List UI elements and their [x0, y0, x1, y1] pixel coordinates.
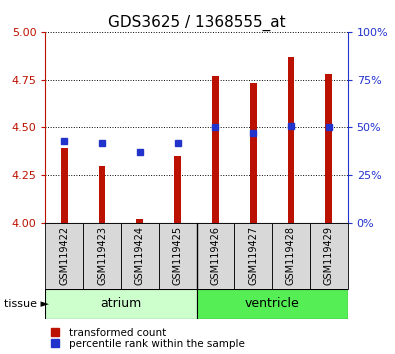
- Bar: [159, 223, 197, 289]
- Bar: [310, 223, 348, 289]
- Bar: [250, 84, 257, 223]
- Text: tissue ►: tissue ►: [4, 299, 49, 309]
- Text: ventricle: ventricle: [245, 297, 299, 310]
- Text: GSM119422: GSM119422: [59, 226, 69, 285]
- Bar: [136, 219, 143, 223]
- Bar: [288, 57, 294, 223]
- Bar: [121, 223, 159, 289]
- Text: GSM119425: GSM119425: [173, 226, 182, 285]
- Text: GSM119424: GSM119424: [135, 226, 145, 285]
- Bar: [325, 74, 332, 223]
- Bar: [272, 223, 310, 289]
- Text: GSM119429: GSM119429: [324, 226, 334, 285]
- Bar: [212, 76, 219, 223]
- Bar: [99, 166, 105, 223]
- Legend: transformed count, percentile rank within the sample: transformed count, percentile rank withi…: [45, 328, 245, 349]
- Bar: [45, 223, 83, 289]
- Bar: [197, 289, 348, 319]
- Bar: [197, 223, 234, 289]
- Text: atrium: atrium: [100, 297, 141, 310]
- Text: GSM119428: GSM119428: [286, 226, 296, 285]
- Bar: [234, 223, 272, 289]
- Bar: [45, 289, 197, 319]
- Text: GSM119426: GSM119426: [211, 226, 220, 285]
- Text: GSM119427: GSM119427: [248, 226, 258, 285]
- Bar: [174, 156, 181, 223]
- Bar: [83, 223, 121, 289]
- Bar: [61, 148, 68, 223]
- Title: GDS3625 / 1368555_at: GDS3625 / 1368555_at: [108, 14, 285, 30]
- Text: GSM119423: GSM119423: [97, 226, 107, 285]
